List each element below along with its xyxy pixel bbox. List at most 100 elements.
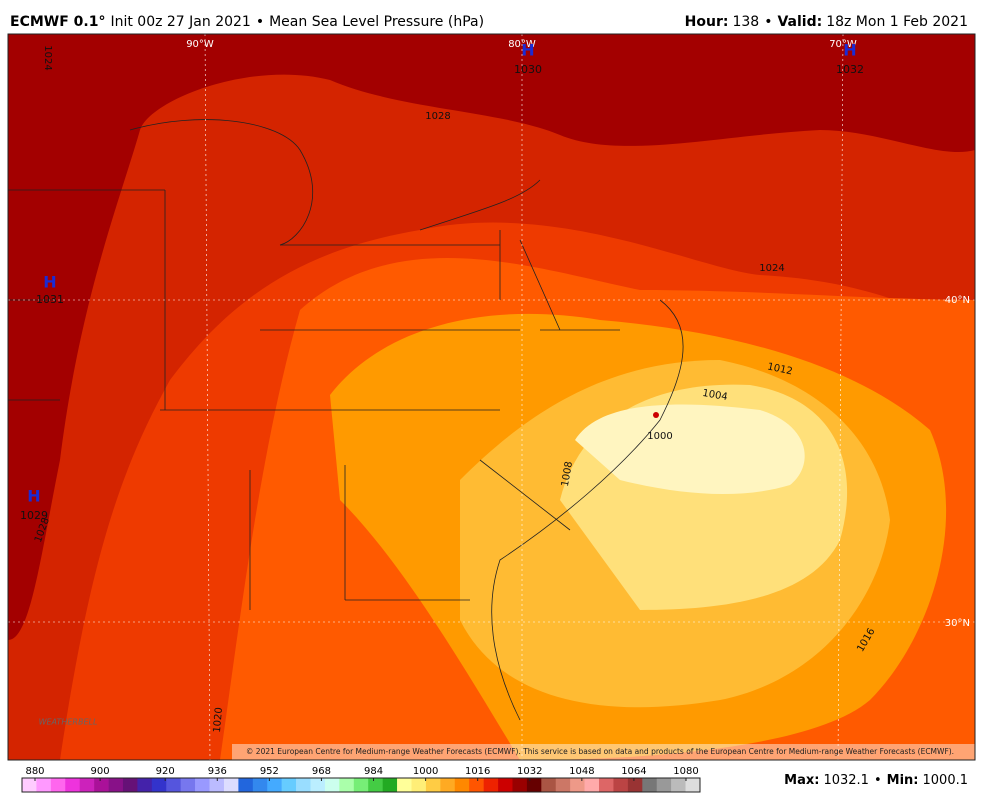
color-cell [324, 778, 340, 792]
color-cell [79, 778, 95, 792]
max-label: Max: [784, 773, 819, 788]
color-cell [36, 778, 52, 792]
logo: WEATHERBELL [39, 718, 98, 727]
color-cell [469, 778, 484, 792]
model: ECMWF 0.1° [10, 14, 105, 30]
field-1028 [8, 34, 975, 640]
colorbar-tick-label: 900 [91, 766, 110, 777]
high-value: 1029 [20, 509, 48, 522]
valid-time: Hour: 138 • Valid: 18z Mon 1 Feb 2021 [685, 14, 968, 30]
contour-label: 1000 [647, 431, 672, 442]
color-cell [526, 778, 542, 792]
color-cell [512, 778, 528, 792]
high-value: 1032 [836, 63, 864, 76]
contour-label: 1012 [766, 361, 793, 377]
color-cell [94, 778, 109, 792]
color-cell [555, 778, 571, 792]
contour-label: 1028 [425, 111, 450, 122]
colorbar-tick-label: 1064 [621, 766, 646, 777]
min: 1000.1 [923, 773, 969, 788]
colorbar-tick-label: 880 [25, 766, 44, 777]
field-1024 [8, 34, 975, 760]
high-symbol: H [43, 273, 56, 292]
contour-label: 1024 [759, 263, 784, 274]
color-cell [296, 778, 311, 792]
colorbar-tick-label: 936 [208, 766, 227, 777]
hour-label: Hour: [685, 14, 729, 30]
contour-label: 1004 [701, 388, 728, 403]
colorbar-tick-label: 968 [312, 766, 331, 777]
colorbar-tick-label: 920 [156, 766, 175, 777]
color-cell [223, 778, 239, 792]
low-center [653, 412, 659, 418]
title: ECMWF 0.1° Init 00z 27 Jan 2021 • Mean Sea … [10, 14, 484, 30]
color-cell [281, 778, 297, 792]
color-cell [671, 778, 686, 792]
color-cell [541, 778, 557, 792]
color-cell [382, 778, 398, 792]
color-cell [440, 778, 456, 792]
high-symbol: H [27, 487, 40, 506]
colorbar-tick-label: 1000 [413, 766, 438, 777]
color-cell [454, 778, 470, 792]
high-value: 1030 [514, 63, 542, 76]
lat-label: 30°N [945, 618, 970, 629]
credit-bg [232, 744, 975, 760]
color-cell [570, 778, 585, 792]
header: ECMWF 0.1° Init 00z 27 Jan 2021 • Mean Sea … [10, 14, 968, 30]
high-symbol: H [843, 41, 856, 60]
valid-label: Valid: [777, 14, 822, 30]
colorbar-tick-label: 1048 [569, 766, 594, 777]
color-cell [50, 778, 66, 792]
colorbar-tick-label: 984 [364, 766, 383, 777]
color-cell [267, 778, 282, 792]
max: 1032.1 [823, 773, 869, 788]
lon-label: 80°W [508, 39, 536, 50]
colorbar-tick-label: 1080 [673, 766, 698, 777]
color-cell [368, 778, 383, 792]
sep: • [256, 14, 264, 30]
color-cell [642, 778, 658, 792]
max-min: Max: 1032.1 • Min: 1000.1 [784, 773, 968, 788]
field-1000 [575, 404, 805, 495]
color-cell [137, 778, 153, 792]
lon-label: 90°W [186, 39, 214, 50]
color-cell [252, 778, 268, 792]
color-cell [685, 778, 701, 792]
lon-label: 70°W [829, 39, 857, 50]
colorbar: 880 900 920 936 952 968 984 1000 1016 1032 1048 106… [21, 766, 701, 793]
graticule-labels: 90°W 80°W 70°W 40°N 30°N [186, 39, 970, 629]
colorbar-tick-label: 1032 [517, 766, 542, 777]
colorbar-frame [21, 777, 701, 793]
sep: • [764, 14, 772, 30]
color-cell [180, 778, 196, 792]
color-cell [599, 778, 614, 792]
color-cell [627, 778, 643, 792]
high-value: 1031 [36, 293, 64, 306]
map: 90°W 80°W 70°W 40°N 30°N 1024 1028 1024 … [8, 34, 975, 760]
high-symbol: H [521, 41, 534, 60]
map-frame [7, 33, 976, 761]
color-cell [310, 778, 326, 792]
color-cell [65, 778, 81, 792]
field: Mean Sea Level Pressure (hPa) [269, 14, 484, 30]
color-cell [122, 778, 138, 792]
color-cell [353, 778, 369, 792]
contour-labels: 1024 1028 1024 1020 1016 1012 1004 1008 … [33, 45, 878, 733]
color-cell [209, 778, 225, 792]
colorbar-tick-label: 952 [260, 766, 279, 777]
hour: 138 [732, 14, 759, 30]
color-cell [483, 778, 499, 792]
color-cell [151, 778, 167, 792]
borders [8, 119, 684, 721]
min-label: Min: [887, 773, 919, 788]
colorbar-tick-label: 1016 [465, 766, 490, 777]
color-cell [397, 778, 412, 792]
init: Init 00z 27 Jan 2021 [110, 14, 250, 30]
contour-label: 1020 [212, 707, 225, 733]
color-cell [166, 778, 181, 792]
color-cell [339, 778, 355, 792]
color-cell [195, 778, 210, 792]
color-cell [22, 778, 37, 792]
